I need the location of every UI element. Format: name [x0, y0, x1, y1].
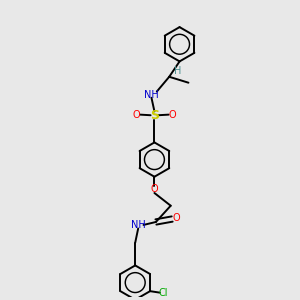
Text: NH: NH — [131, 220, 146, 230]
Text: O: O — [132, 110, 140, 120]
Text: NH: NH — [144, 89, 159, 100]
Text: O: O — [169, 110, 177, 120]
Text: O: O — [151, 184, 158, 194]
Text: O: O — [172, 212, 180, 223]
Text: S: S — [150, 109, 159, 122]
Text: H: H — [173, 67, 181, 76]
Text: Cl: Cl — [159, 288, 168, 298]
